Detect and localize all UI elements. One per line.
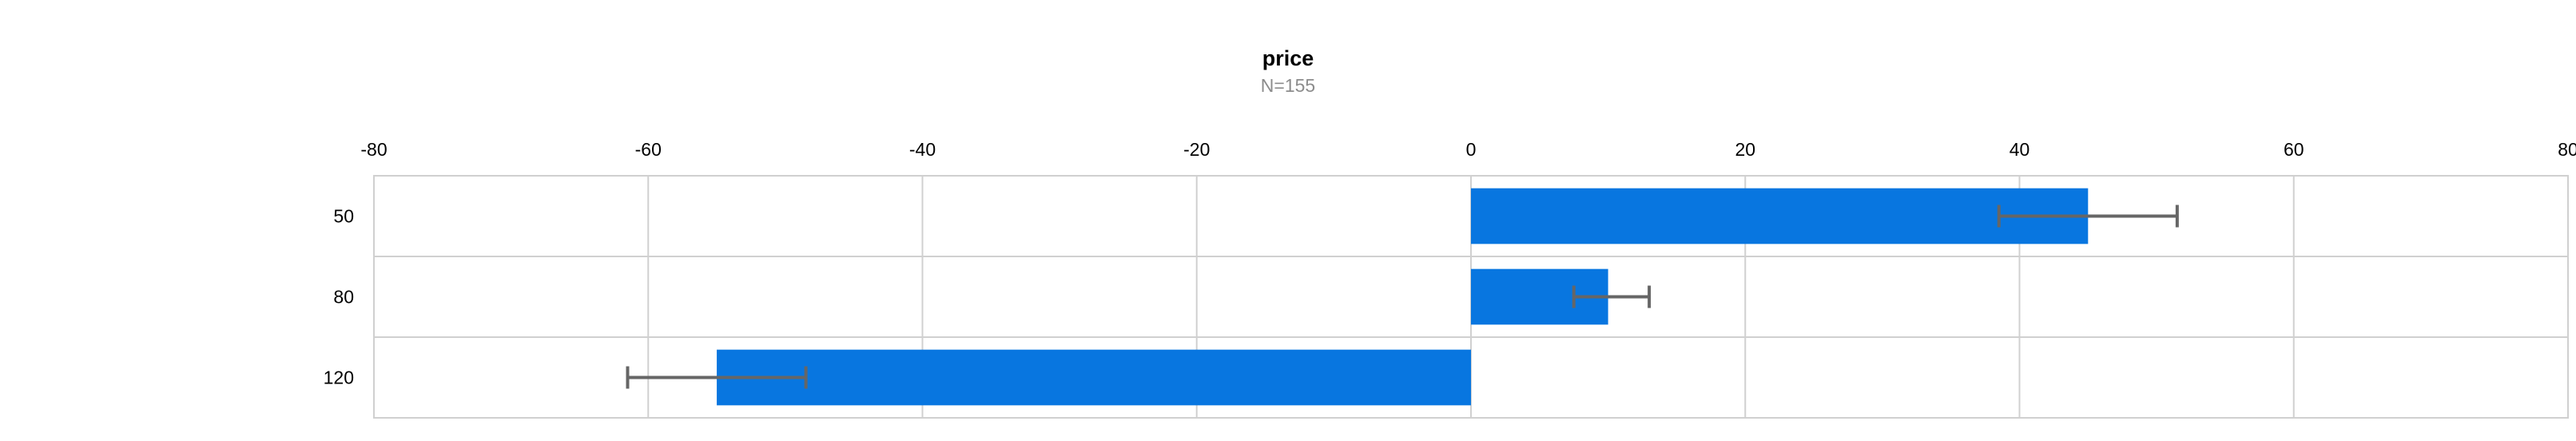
bar: [1471, 189, 2088, 244]
x-axis-ticks: -80 -60 -40 -20 0 20 40 60 80: [360, 139, 2576, 160]
x-tick-label: 60: [2284, 139, 2304, 160]
y-tick-label: 50: [333, 206, 354, 227]
x-tick-label: -80: [360, 139, 387, 160]
y-tick-label: 120: [324, 368, 354, 388]
x-tick-label: 40: [2010, 139, 2030, 160]
x-tick-label: 80: [2558, 139, 2576, 160]
x-tick-label: 0: [1466, 139, 1477, 160]
y-axis-ticks: 50 80 120: [324, 206, 354, 388]
x-tick-label: -40: [909, 139, 936, 160]
x-tick-label: -60: [635, 139, 662, 160]
x-tick-label: 20: [1735, 139, 1755, 160]
y-tick-label: 80: [333, 287, 354, 308]
bar: [717, 350, 1471, 406]
x-tick-label: -20: [1183, 139, 1210, 160]
